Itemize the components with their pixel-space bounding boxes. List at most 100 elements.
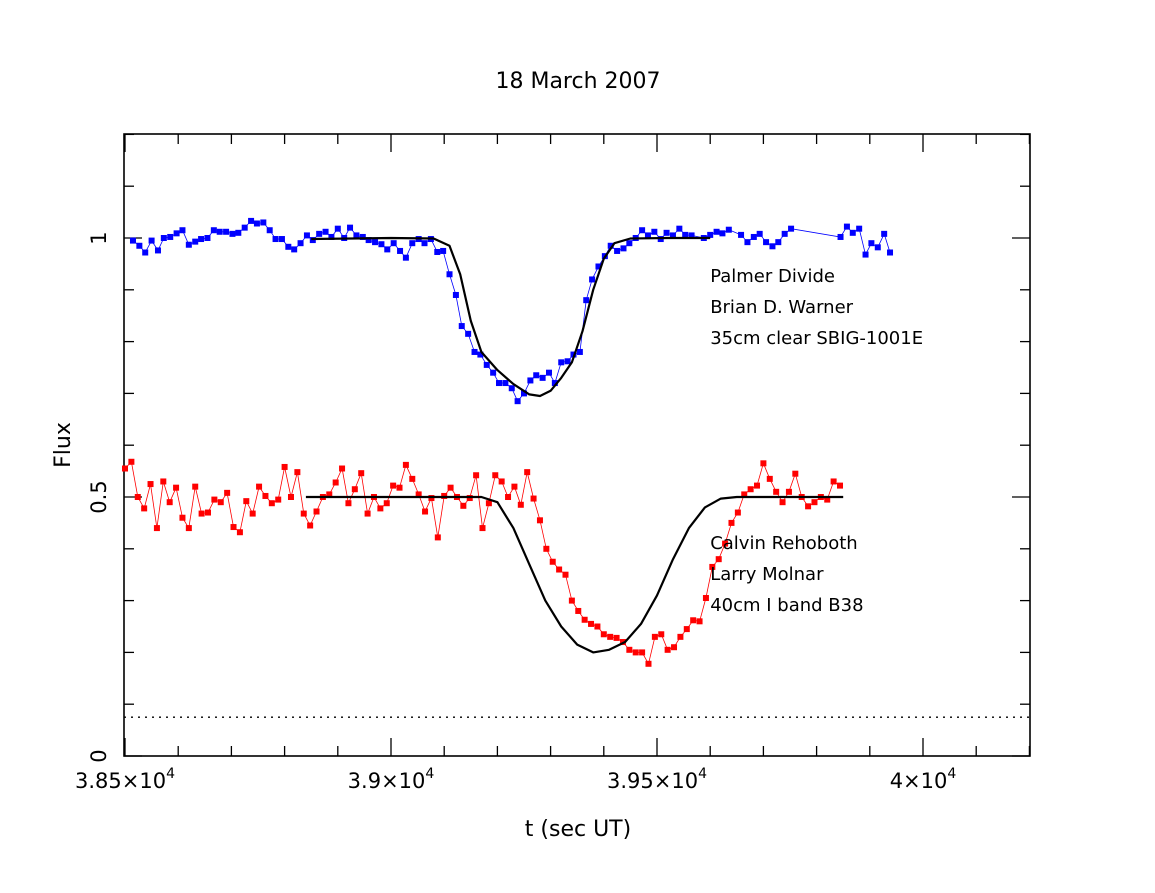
data-point bbox=[243, 498, 250, 505]
data-point bbox=[607, 633, 614, 640]
data-point bbox=[141, 505, 148, 512]
data-point bbox=[328, 233, 335, 240]
data-point bbox=[690, 617, 697, 624]
data-point bbox=[511, 483, 518, 490]
data-point bbox=[210, 227, 217, 234]
data-point bbox=[664, 646, 671, 653]
data-point bbox=[837, 482, 844, 489]
data-point bbox=[179, 227, 186, 234]
data-point bbox=[339, 465, 346, 472]
x-tick-label: 4×104 bbox=[890, 766, 957, 793]
data-point bbox=[715, 556, 722, 563]
data-point bbox=[713, 228, 720, 235]
tick-labels: 3.85×104 3.9×104 3.95×104 4×104 0 0.5 1 bbox=[75, 231, 956, 793]
data-point bbox=[185, 525, 192, 532]
data-point bbox=[128, 458, 135, 465]
data-point bbox=[683, 626, 690, 633]
data-point bbox=[769, 243, 776, 250]
data-point bbox=[595, 263, 602, 270]
data-point bbox=[514, 398, 521, 405]
data-point bbox=[766, 475, 773, 482]
data-point bbox=[415, 491, 422, 498]
data-point bbox=[347, 224, 354, 231]
data-point bbox=[192, 238, 199, 245]
data-point bbox=[568, 597, 575, 604]
data-point bbox=[300, 510, 307, 517]
data-point bbox=[153, 525, 160, 532]
data-point bbox=[556, 566, 563, 573]
data-point bbox=[702, 595, 709, 602]
data-point bbox=[498, 478, 505, 485]
data-point bbox=[223, 228, 230, 235]
data-point bbox=[326, 491, 333, 498]
data-point bbox=[465, 330, 472, 337]
data-point bbox=[856, 225, 863, 232]
data-point bbox=[471, 348, 478, 355]
data-point bbox=[460, 502, 467, 509]
data-point bbox=[272, 236, 279, 243]
y-tick-label: 1 bbox=[87, 231, 111, 244]
data-point bbox=[397, 247, 404, 254]
data-point bbox=[402, 461, 409, 468]
data-point bbox=[551, 380, 558, 387]
data-point bbox=[294, 469, 301, 476]
data-point bbox=[353, 232, 360, 239]
data-point bbox=[434, 534, 441, 541]
annotation-text: Larry Molnar bbox=[710, 564, 824, 585]
data-point bbox=[543, 545, 550, 552]
data-point bbox=[546, 369, 553, 376]
data-point bbox=[236, 529, 243, 536]
data-point bbox=[287, 494, 294, 500]
data-point bbox=[788, 225, 795, 232]
data-point bbox=[576, 348, 583, 355]
data-point bbox=[378, 241, 385, 248]
annotation-text: Palmer Divide bbox=[710, 266, 835, 287]
data-point bbox=[268, 500, 275, 507]
data-point bbox=[134, 494, 141, 500]
data-point bbox=[402, 254, 409, 261]
data-point bbox=[669, 232, 676, 239]
data-point bbox=[224, 489, 231, 496]
data-point bbox=[651, 633, 658, 640]
data-point bbox=[345, 500, 352, 507]
data-point bbox=[868, 240, 875, 247]
data-point bbox=[492, 472, 499, 479]
data-point bbox=[651, 228, 658, 235]
data-point bbox=[473, 472, 480, 479]
data-point bbox=[707, 231, 714, 238]
data-point bbox=[235, 229, 242, 236]
data-point bbox=[359, 233, 366, 240]
data-point bbox=[575, 607, 582, 614]
data-point bbox=[458, 323, 465, 330]
data-point bbox=[562, 571, 569, 578]
data-point bbox=[249, 510, 256, 517]
data-point bbox=[485, 500, 492, 507]
data-point bbox=[781, 230, 788, 237]
data-point bbox=[390, 240, 397, 247]
data-point bbox=[517, 501, 524, 508]
annotation-text: Calvin Rehoboth bbox=[710, 533, 857, 554]
data-point bbox=[594, 623, 601, 630]
data-point bbox=[477, 351, 484, 358]
data-point bbox=[281, 463, 288, 470]
data-point bbox=[709, 563, 716, 570]
data-point bbox=[421, 240, 428, 247]
data-point bbox=[229, 230, 236, 237]
data-point bbox=[260, 219, 267, 226]
series-0 bbox=[129, 217, 894, 405]
data-point bbox=[830, 478, 837, 485]
data-point bbox=[658, 631, 665, 638]
data-point bbox=[719, 230, 726, 237]
x-axis-label: t (sec UT) bbox=[525, 817, 631, 842]
data-point bbox=[671, 644, 678, 651]
data-point bbox=[663, 229, 670, 236]
x-tick-label: 3.95×104 bbox=[607, 766, 707, 793]
data-point bbox=[166, 499, 173, 506]
data-point bbox=[862, 251, 869, 258]
data-point bbox=[747, 486, 754, 493]
data-point bbox=[230, 524, 237, 531]
data-point bbox=[725, 226, 732, 233]
y-tick-label: 0.5 bbox=[87, 480, 111, 513]
fit-curve-1 bbox=[305, 495, 844, 654]
data-point bbox=[614, 247, 621, 254]
